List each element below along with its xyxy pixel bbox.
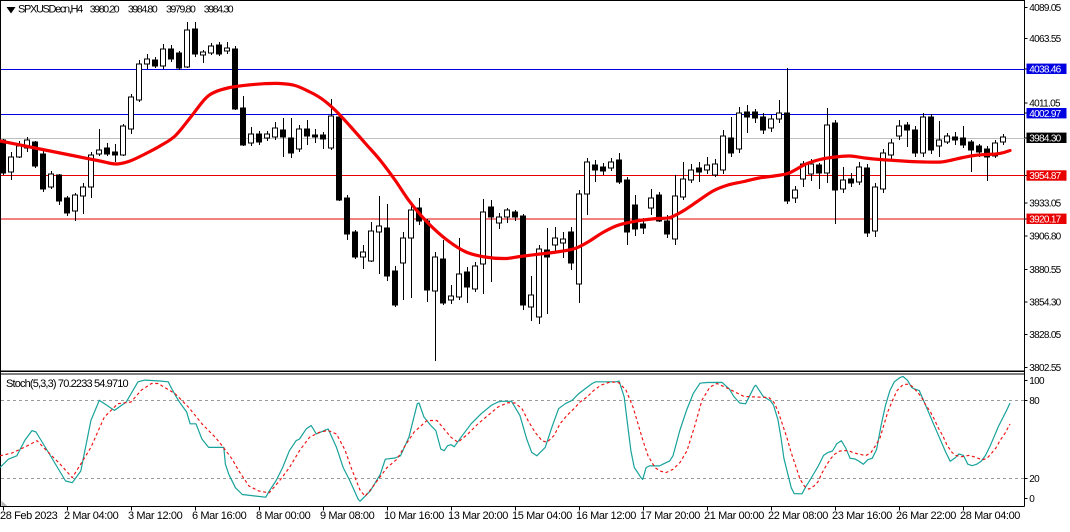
svg-text:15 Mar 04:00: 15 Mar 04:00 xyxy=(512,510,572,522)
svg-text:3802.55: 3802.55 xyxy=(1029,363,1061,374)
svg-text:3984.30: 3984.30 xyxy=(1029,133,1061,144)
svg-text:4002.97: 4002.97 xyxy=(1029,109,1061,120)
svg-text:26 Mar 22:00: 26 Mar 22:00 xyxy=(896,510,956,522)
svg-text:0: 0 xyxy=(1029,494,1035,505)
svg-text:3933.05: 3933.05 xyxy=(1029,199,1061,210)
svg-text:Stoch(5,3,3) 70.2233 54.9710: Stoch(5,3,3) 70.2233 54.9710 xyxy=(6,378,128,390)
svg-text:100: 100 xyxy=(1029,376,1045,387)
svg-text:20: 20 xyxy=(1029,474,1040,485)
svg-text:3854.30: 3854.30 xyxy=(1029,298,1061,309)
svg-text:28 Feb 2023: 28 Feb 2023 xyxy=(0,510,58,522)
svg-text:SPXUSDecn,H4: SPXUSDecn,H4 xyxy=(18,4,83,16)
svg-text:8 Mar 00:00: 8 Mar 00:00 xyxy=(256,510,311,522)
svg-text:3906.80: 3906.80 xyxy=(1029,232,1061,243)
svg-text:22 Mar 08:00: 22 Mar 08:00 xyxy=(768,510,828,522)
svg-text:3828.05: 3828.05 xyxy=(1029,330,1061,341)
svg-text:16 Mar 12:00: 16 Mar 12:00 xyxy=(576,510,636,522)
svg-text:21 Mar 00:00: 21 Mar 00:00 xyxy=(704,510,764,522)
svg-text:28 Mar 04:00: 28 Mar 04:00 xyxy=(960,510,1020,522)
svg-text:3880.55: 3880.55 xyxy=(1029,265,1061,276)
svg-text:17 Mar 20:00: 17 Mar 20:00 xyxy=(640,510,700,522)
svg-text:3954.87: 3954.87 xyxy=(1029,171,1061,182)
svg-text:23 Mar 16:00: 23 Mar 16:00 xyxy=(832,510,892,522)
svg-text:13 Mar 20:00: 13 Mar 20:00 xyxy=(448,510,508,522)
svg-text:4038.46: 4038.46 xyxy=(1029,64,1061,75)
svg-text:3 Mar 12:00: 3 Mar 12:00 xyxy=(128,510,183,522)
svg-text:4063.55: 4063.55 xyxy=(1029,34,1061,45)
svg-text:2 Mar 04:00: 2 Mar 04:00 xyxy=(64,510,119,522)
svg-text:3979.80: 3979.80 xyxy=(166,4,196,16)
svg-text:3980.20: 3980.20 xyxy=(90,4,120,16)
svg-text:9 Mar 08:00: 9 Mar 08:00 xyxy=(320,510,375,522)
svg-text:3984.80: 3984.80 xyxy=(128,4,158,16)
svg-text:3920.17: 3920.17 xyxy=(1029,214,1061,225)
svg-text:10 Mar 16:00: 10 Mar 16:00 xyxy=(384,510,444,522)
svg-text:6 Mar 16:00: 6 Mar 16:00 xyxy=(192,510,247,522)
svg-text:4011.05: 4011.05 xyxy=(1029,99,1061,110)
svg-text:80: 80 xyxy=(1029,396,1040,407)
svg-text:4089.05: 4089.05 xyxy=(1029,3,1061,14)
svg-text:3984.30: 3984.30 xyxy=(204,4,234,16)
